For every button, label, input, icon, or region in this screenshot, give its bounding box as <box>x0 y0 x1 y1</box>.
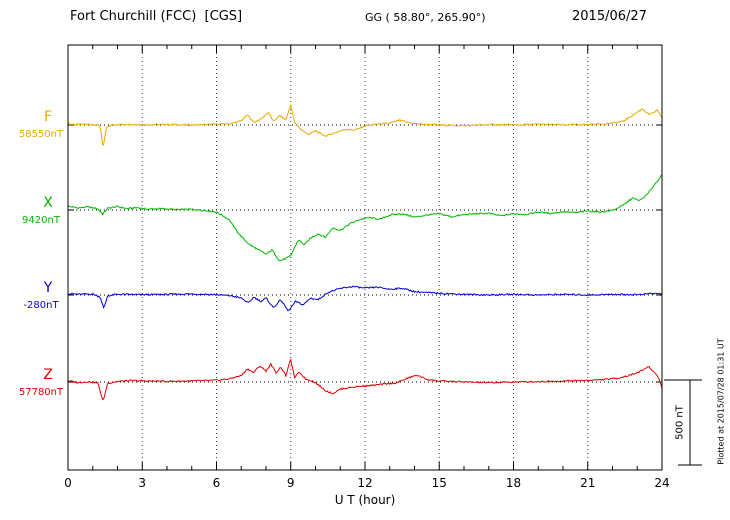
series-label-f: F <box>43 109 53 125</box>
series-baseline-y: -280nT <box>23 300 59 311</box>
x-tick-label: 18 <box>506 476 521 490</box>
geographic-coords: GG ( 58.80°, 265.90°) <box>365 11 486 24</box>
plot-frame <box>67 44 663 471</box>
series-path-F <box>68 104 662 146</box>
plot-timestamp: Plotted at 2015/07/28 01:31 UT <box>716 338 726 465</box>
x-axis-label: U T (hour) <box>334 493 396 507</box>
x-tick-label: 0 <box>64 476 72 490</box>
x-tick-label: 24 <box>654 476 669 490</box>
x-tick-label: 15 <box>432 476 447 490</box>
series-path-Y <box>68 285 662 312</box>
x-tick-label: 21 <box>580 476 595 490</box>
x-tick-label: 12 <box>357 476 372 490</box>
series-baseline-x: 9420nT <box>22 215 60 226</box>
series-label-z: Z <box>43 367 53 383</box>
plot-date: 2015/06/27 <box>572 9 647 24</box>
x-tick-label: 9 <box>287 476 295 490</box>
series-path-X <box>68 174 662 262</box>
station-title: Fort Churchill (FCC) [CGS] <box>70 9 243 24</box>
scale-bar-label: 500 nT <box>674 405 686 440</box>
series-baseline-f: 58550nT <box>18 129 64 140</box>
series-path-Z <box>68 357 662 401</box>
series-label-y: Y <box>43 280 53 296</box>
x-tick-label: 6 <box>213 476 221 490</box>
series-label-x: X <box>43 195 53 211</box>
series-baseline-z: 57780nT <box>18 387 64 398</box>
x-tick-label: 3 <box>138 476 146 490</box>
